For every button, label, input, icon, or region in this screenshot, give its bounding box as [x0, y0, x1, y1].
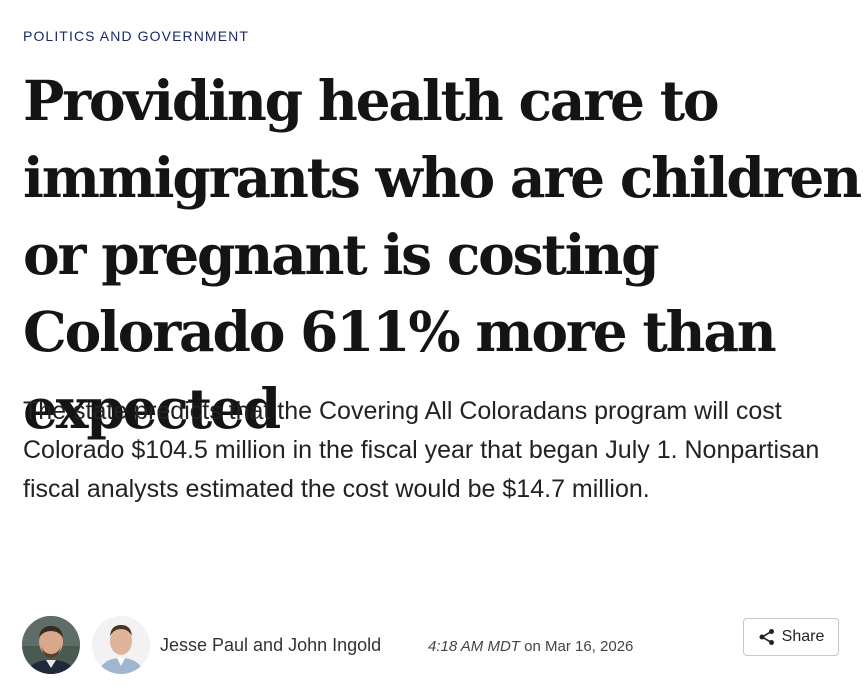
share-label: Share	[781, 628, 825, 645]
share-icon	[758, 628, 776, 646]
article-dek: The state predicts that the Covering All…	[23, 397, 820, 503]
share-button[interactable]: Share	[743, 618, 839, 656]
author-names[interactable]: Jesse Paul and John Ingold	[160, 635, 382, 655]
publish-time: 4:18 AM MDT	[428, 638, 520, 655]
author-avatar-jesse-paul[interactable]	[22, 616, 80, 674]
byline: Jesse Paul and John Ingold 4:18 AM MDT o…	[22, 616, 852, 676]
publish-date-prefix: on	[524, 638, 541, 655]
author-avatar-john-ingold[interactable]	[92, 616, 150, 674]
article-headline: Providing health care to immigrants who …	[23, 68, 862, 441]
section-label[interactable]: POLITICS AND GOVERNMENT	[23, 28, 249, 44]
publish-timestamp: 4:18 AM MDT on Mar 16, 2026	[428, 638, 633, 655]
publish-date: Mar 16, 2026	[545, 638, 634, 655]
